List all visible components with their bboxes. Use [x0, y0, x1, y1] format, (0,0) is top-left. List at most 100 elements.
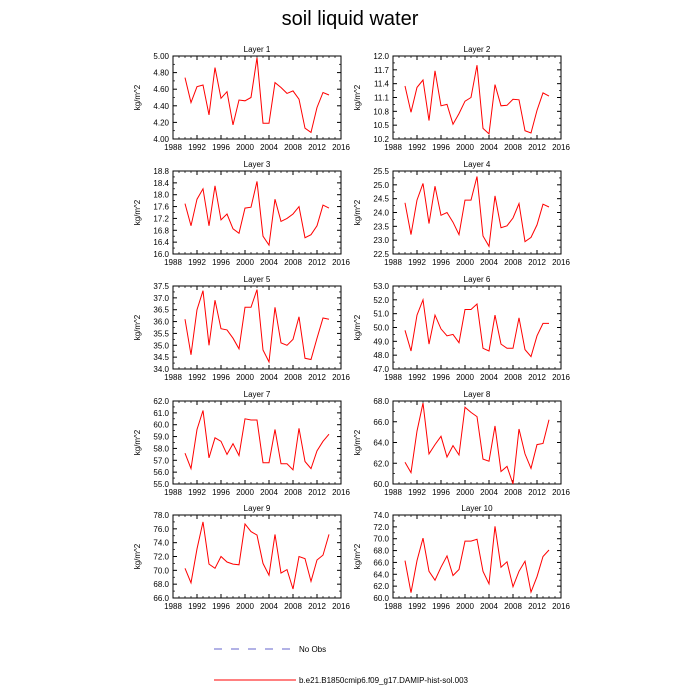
layer-3-xtick-label: 1996: [212, 258, 230, 267]
layer-10-xtick-label: 2012: [528, 602, 546, 611]
layer-5-ytick-label: 37.5: [153, 282, 169, 291]
layer-10-ytick-label: 70.0: [373, 535, 389, 544]
layer-7-ytick-label: 58.0: [153, 444, 169, 453]
layer-5-xtick-label: 2016: [332, 373, 350, 382]
layer-7-xtick-label: 2012: [308, 488, 326, 497]
layer-8-xtick-label: 2012: [528, 488, 546, 497]
layer-7-title: Layer 7: [244, 390, 271, 399]
layer-5-ytick-label: 35.5: [153, 329, 169, 338]
layer-3-ylabel: kg/m^2: [133, 199, 142, 225]
layer-5-ytick-label: 36.5: [153, 306, 169, 315]
layer-10-ytick-label: 64.0: [373, 570, 389, 579]
layer-1-frame: [172, 55, 342, 140]
layer-1-xtick-label: 2000: [236, 143, 254, 152]
layer-9-xtick-label: 2016: [332, 602, 350, 611]
layer-6-xtick-label: 1988: [384, 373, 402, 382]
layer-3-xtick-label: 1988: [164, 258, 182, 267]
layer-1-xtick-label: 1992: [188, 143, 206, 152]
layer-9-xtick-label: 1988: [164, 602, 182, 611]
layer-2-xtick-label: 2016: [552, 143, 570, 152]
layer-2-xtick-label: 2012: [528, 143, 546, 152]
layer-9-series-line: [184, 521, 330, 590]
layer-9-ylabel: kg/m^2: [133, 543, 142, 569]
layer-3-ytick-label: 16.8: [153, 226, 169, 235]
layer-3-xtick-label: 1992: [188, 258, 206, 267]
layer-5-ytick-label: 34.0: [153, 365, 169, 374]
layer-7-xtick-label: 2004: [260, 488, 278, 497]
layer-6-ytick-label: 50.0: [373, 324, 389, 333]
layer-10-series-line: [404, 526, 550, 594]
layer-2-xtick-label: 2000: [456, 143, 474, 152]
layer-3-xtick-label: 2016: [332, 258, 350, 267]
layer-3-ytick-label: 16.0: [153, 250, 169, 259]
layer-3-ytick-label: 18.0: [153, 191, 169, 200]
layer-2-ytick-label: 12.0: [373, 52, 389, 61]
layer-4-ytick-label: 24.0: [373, 209, 389, 218]
layer-6-xtick-label: 2016: [552, 373, 570, 382]
layer-10-ytick-label: 60.0: [373, 594, 389, 603]
layer-8-ytick-label: 66.0: [373, 418, 389, 427]
layer-1-ytick-label: 5.00: [153, 52, 169, 61]
layer-9-ytick-label: 66.0: [153, 594, 169, 603]
layer-8-xtick-label: 1996: [432, 488, 450, 497]
layer-9-ytick-label: 78.0: [153, 511, 169, 520]
layer-1-ylabel: kg/m^2: [133, 84, 142, 110]
layer-5-ytick-label: 35.0: [153, 341, 169, 350]
layer-10-xtick-label: 2004: [480, 602, 498, 611]
layer-6-title: Layer 6: [464, 275, 491, 284]
layer-8-ytick-label: 64.0: [373, 439, 389, 448]
layer-5-ytick-label: 34.5: [153, 353, 169, 362]
layer-5-frame: [172, 285, 342, 370]
layer-9-ytick-label: 68.0: [153, 580, 169, 589]
layer-2-ytick-label: 10.8: [373, 107, 389, 116]
layer-10-ytick-label: 74.0: [373, 511, 389, 520]
layer-10-xtick-label: 2000: [456, 602, 474, 611]
layer-3-xtick-label: 2004: [260, 258, 278, 267]
layer-10-xtick-label: 1988: [384, 602, 402, 611]
layer-5-xtick-label: 1988: [164, 373, 182, 382]
layer-4-xtick-label: 2016: [552, 258, 570, 267]
layer-4-ytick-label: 23.5: [373, 222, 389, 231]
layer-6-xtick-label: 2004: [480, 373, 498, 382]
layer-8-frame: [392, 400, 562, 485]
layer-7-xtick-label: 2016: [332, 488, 350, 497]
layer-6-ytick-label: 51.0: [373, 310, 389, 319]
layer-4-xtick-label: 1992: [408, 258, 426, 267]
layer-9-xtick-label: 2004: [260, 602, 278, 611]
layer-7-ytick-label: 57.0: [153, 456, 169, 465]
layer-4-xtick-label: 2008: [504, 258, 522, 267]
layer-7-ytick-label: 59.0: [153, 433, 169, 442]
layer-10-ylabel: kg/m^2: [353, 543, 362, 569]
layer-5-xtick-label: 2012: [308, 373, 326, 382]
layer-1-series-line: [184, 57, 330, 134]
layer-3-xtick-label: 2012: [308, 258, 326, 267]
layer-2-xtick-label: 2004: [480, 143, 498, 152]
layer-7-xtick-label: 1988: [164, 488, 182, 497]
layer-3-ytick-label: 18.8: [153, 167, 169, 176]
layer-1-ytick-label: 4.80: [153, 69, 169, 78]
layer-7-ytick-label: 55.0: [153, 480, 169, 489]
layer-4-ytick-label: 22.5: [373, 250, 389, 259]
layer-5-ytick-label: 37.0: [153, 294, 169, 303]
layer-1-ytick-label: 4.60: [153, 85, 169, 94]
layer-5-xtick-label: 1996: [212, 373, 230, 382]
layer-4-ytick-label: 25.5: [373, 167, 389, 176]
layer-4-series-line: [404, 176, 550, 248]
layer-2-ytick-label: 11.7: [374, 66, 390, 75]
layer-2-xtick-label: 1988: [384, 143, 402, 152]
layer-4-ytick-label: 23.0: [373, 236, 389, 245]
layer-8-title: Layer 8: [464, 390, 491, 399]
layer-4-ytick-label: 25.0: [373, 181, 389, 190]
layer-6-xtick-label: 1996: [432, 373, 450, 382]
layer-10-xtick-label: 2016: [552, 602, 570, 611]
layer-5-xtick-label: 1992: [188, 373, 206, 382]
layer-6-xtick-label: 2000: [456, 373, 474, 382]
layer-9-title: Layer 9: [244, 504, 271, 513]
layer-5-ytick-label: 36.0: [153, 318, 169, 327]
layer-7-ylabel: kg/m^2: [133, 429, 142, 455]
layer-3-ytick-label: 16.4: [153, 238, 169, 247]
layer-6-ytick-label: 53.0: [373, 282, 389, 291]
layer-4-xtick-label: 2000: [456, 258, 474, 267]
layer-5-ylabel: kg/m^2: [133, 314, 142, 340]
layer-2-title: Layer 2: [464, 45, 491, 54]
